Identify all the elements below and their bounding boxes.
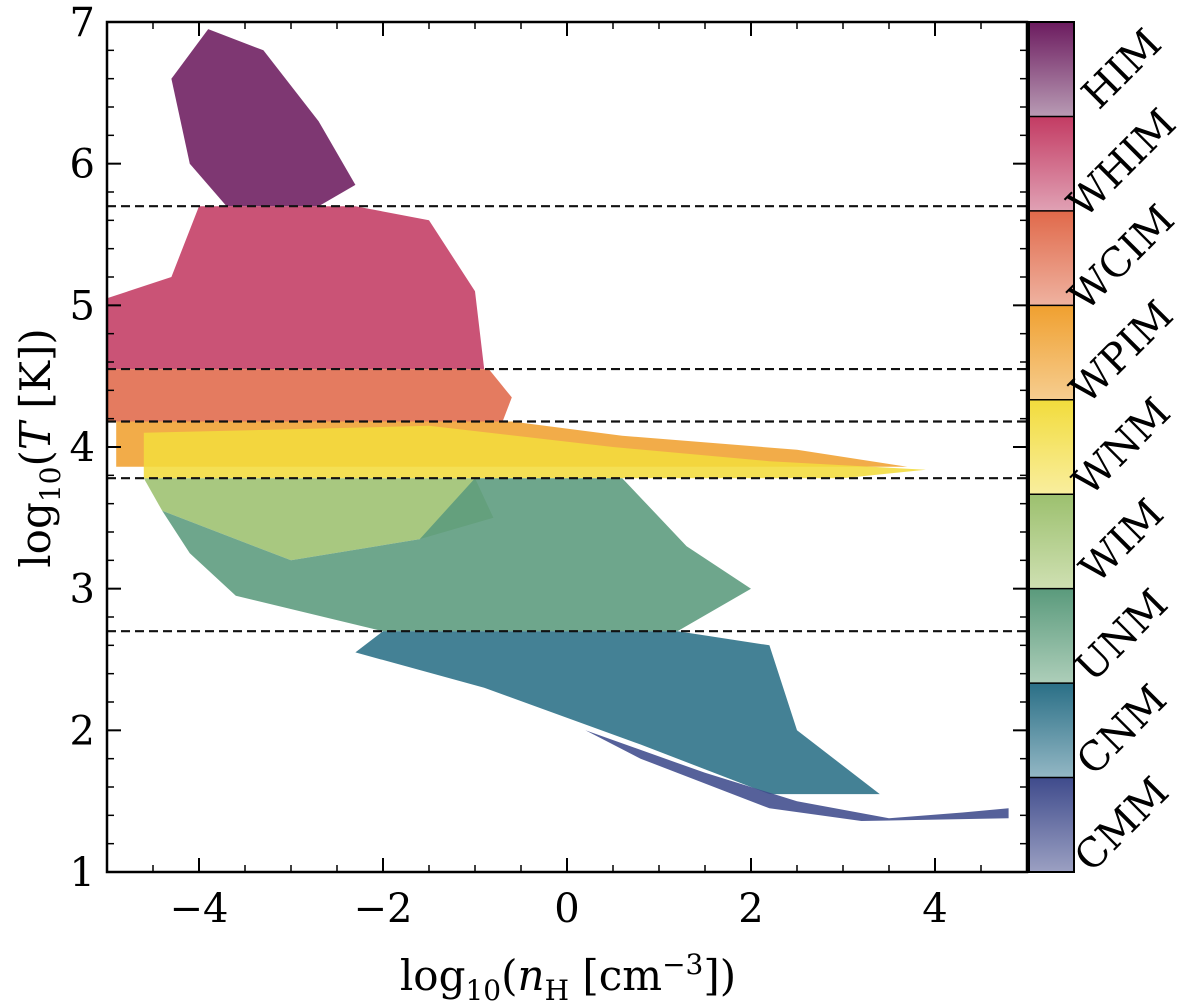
- colorbar-segment-cmm: [1029, 777, 1074, 872]
- y-axis-label: log10(T [K]): [11, 328, 67, 568]
- colorbar-segment-cnm: [1029, 683, 1074, 778]
- y-tick-label: 2: [70, 708, 95, 754]
- region-wcim: [107, 369, 512, 422]
- colorbar-label-unm: UNM: [1067, 581, 1177, 691]
- x-tick-label: 0: [554, 886, 579, 932]
- x-tick-label: −2: [354, 886, 413, 932]
- colorbar-segment-unm: [1029, 588, 1074, 684]
- y-tick-label: 5: [70, 283, 95, 329]
- colorbar-label-wim: WIM: [1071, 491, 1173, 593]
- region-wim: [143, 478, 494, 561]
- region-unm: [162, 478, 751, 632]
- x-axis-label: log10(nH [cm−3]): [400, 948, 736, 1003]
- x-tick-label: −4: [170, 886, 229, 932]
- region-cnm: [355, 631, 880, 795]
- y-tick-label: 1: [70, 850, 95, 896]
- colorbar-label-wnm: WNM: [1064, 389, 1179, 504]
- x-tick-label: 4: [922, 886, 947, 932]
- y-tick-label: 6: [70, 142, 95, 188]
- colorbar-segment-wpim: [1029, 305, 1074, 400]
- colorbar-label-him: HIM: [1073, 21, 1170, 118]
- colorbar-segment-whim: [1029, 116, 1074, 211]
- y-tick-label: 3: [70, 567, 95, 613]
- y-tick-label: 4: [70, 425, 95, 471]
- colorbar-label-cnm: CNM: [1068, 676, 1176, 784]
- region-whim: [107, 206, 485, 370]
- colorbar-segment-him: [1029, 22, 1074, 117]
- colorbar-frame: [1028, 21, 1075, 873]
- phase-regions: [107, 29, 1009, 821]
- colorbar-segment-wim: [1029, 494, 1074, 589]
- ticks: −4 −2 0 2 4 1 2 3 4 5 6 7: [70, 0, 1028, 932]
- region-wnm: [143, 425, 926, 479]
- region-cmm: [585, 730, 1009, 821]
- colorbar-label-cmm: CMM: [1066, 769, 1178, 881]
- colorbar-label-wpim: WPIM: [1062, 292, 1183, 413]
- region-him: [171, 29, 356, 207]
- y-tick-label: 7: [70, 0, 95, 46]
- colorbar-segment-wcim: [1029, 210, 1074, 306]
- colorbar-label-whim: WHIM: [1059, 100, 1185, 226]
- x-tick-label: 2: [738, 886, 763, 932]
- colorbar-segment-wnm: [1029, 399, 1074, 495]
